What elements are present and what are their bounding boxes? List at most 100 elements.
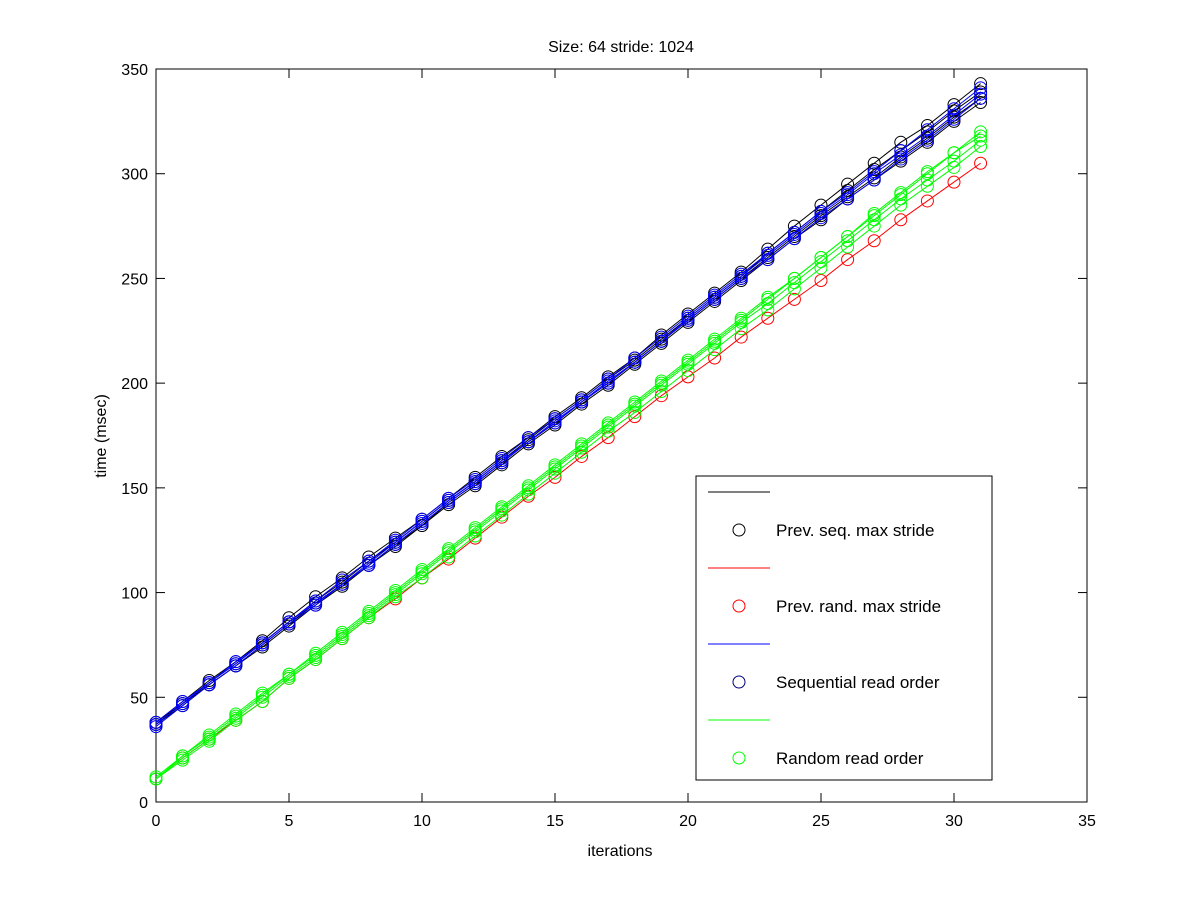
data-point (521, 479, 535, 493)
x-tick-label: 0 (152, 813, 161, 830)
data-point (974, 129, 988, 143)
y-tick-label: 250 (121, 271, 148, 288)
data-point (442, 542, 456, 556)
data-point (947, 175, 961, 189)
data-point (255, 686, 269, 700)
data-point (708, 351, 722, 365)
x-tick-label: 25 (812, 813, 830, 830)
axes-frame (155, 68, 1088, 803)
series-6 (149, 91, 988, 734)
data-point (787, 292, 801, 306)
data-point (654, 385, 668, 399)
data-point (229, 707, 243, 721)
data-point (841, 253, 855, 267)
data-point (548, 458, 562, 472)
data-point (495, 456, 509, 470)
data-point (335, 625, 349, 639)
data-point (681, 364, 695, 378)
data-point (628, 395, 642, 409)
data-point (894, 198, 908, 212)
legend-label: Prev. seq. max stride (776, 521, 934, 540)
data-point (229, 659, 243, 673)
data-point (787, 232, 801, 246)
y-tick-label: 100 (121, 586, 148, 603)
legend-label: Random read order (776, 749, 924, 768)
data-point (149, 770, 163, 784)
data-point (734, 322, 748, 336)
data-point (974, 139, 988, 153)
y-tick-label: 200 (121, 376, 148, 393)
data-point (362, 604, 376, 618)
data-point (415, 516, 429, 530)
data-point (761, 290, 775, 304)
data-point (548, 416, 562, 430)
data-point (521, 435, 535, 449)
legend-label: Prev. rand. max stride (776, 597, 941, 616)
data-point (867, 207, 881, 221)
data-point (388, 583, 402, 597)
data-point (628, 405, 642, 419)
data-point (920, 165, 934, 179)
data-point (920, 133, 934, 147)
data-point (681, 313, 695, 327)
data-point (734, 271, 748, 285)
data-point (814, 261, 828, 275)
data-point (654, 334, 668, 348)
y-tick-label: 0 (139, 795, 148, 812)
data-point (894, 152, 908, 166)
data-point (442, 550, 456, 564)
data-point (947, 112, 961, 126)
x-axis-label: iterations (588, 843, 653, 860)
y-tick-label: 150 (121, 481, 148, 498)
x-tick-label: 10 (413, 813, 431, 830)
data-point (708, 343, 722, 357)
legend-marker-swatch (732, 675, 746, 689)
data-point (761, 311, 775, 325)
data-point (974, 156, 988, 170)
data-point (787, 271, 801, 285)
data-point (894, 144, 908, 158)
data-point (468, 477, 482, 491)
data-point (362, 558, 376, 572)
data-point (920, 179, 934, 193)
y-tick-label: 300 (121, 167, 148, 184)
x-tick-label: 30 (945, 813, 963, 830)
data-point (495, 508, 509, 522)
data-point (282, 667, 296, 681)
data-point (734, 311, 748, 325)
data-point (575, 395, 589, 409)
legend-box (695, 475, 993, 781)
data-point (947, 146, 961, 160)
legend-marker-swatch (732, 751, 746, 765)
y-axis-label: time (msec) (93, 394, 110, 478)
data-point (202, 728, 216, 742)
data-point (841, 240, 855, 254)
data-point (814, 250, 828, 264)
data-point (708, 332, 722, 346)
data-point (176, 749, 190, 763)
data-point (947, 160, 961, 174)
data-point (654, 374, 668, 388)
x-tick-label: 5 (285, 813, 294, 830)
data-point (974, 125, 988, 139)
data-point (309, 598, 323, 612)
data-point (309, 646, 323, 660)
data-point (974, 77, 988, 91)
data-point (601, 416, 615, 430)
data-point (894, 186, 908, 200)
data-point (388, 537, 402, 551)
data-point (415, 563, 429, 577)
series-11 (149, 129, 988, 784)
data-point (548, 466, 562, 480)
data-point (335, 577, 349, 591)
data-point (841, 230, 855, 244)
data-point (974, 81, 988, 95)
y-tick-label: 350 (121, 62, 148, 79)
data-point (601, 376, 615, 390)
x-tick-label: 15 (546, 813, 564, 830)
series-10 (149, 139, 988, 786)
data-point (282, 617, 296, 631)
chart-title: Size: 64 stride: 1024 (548, 39, 694, 56)
